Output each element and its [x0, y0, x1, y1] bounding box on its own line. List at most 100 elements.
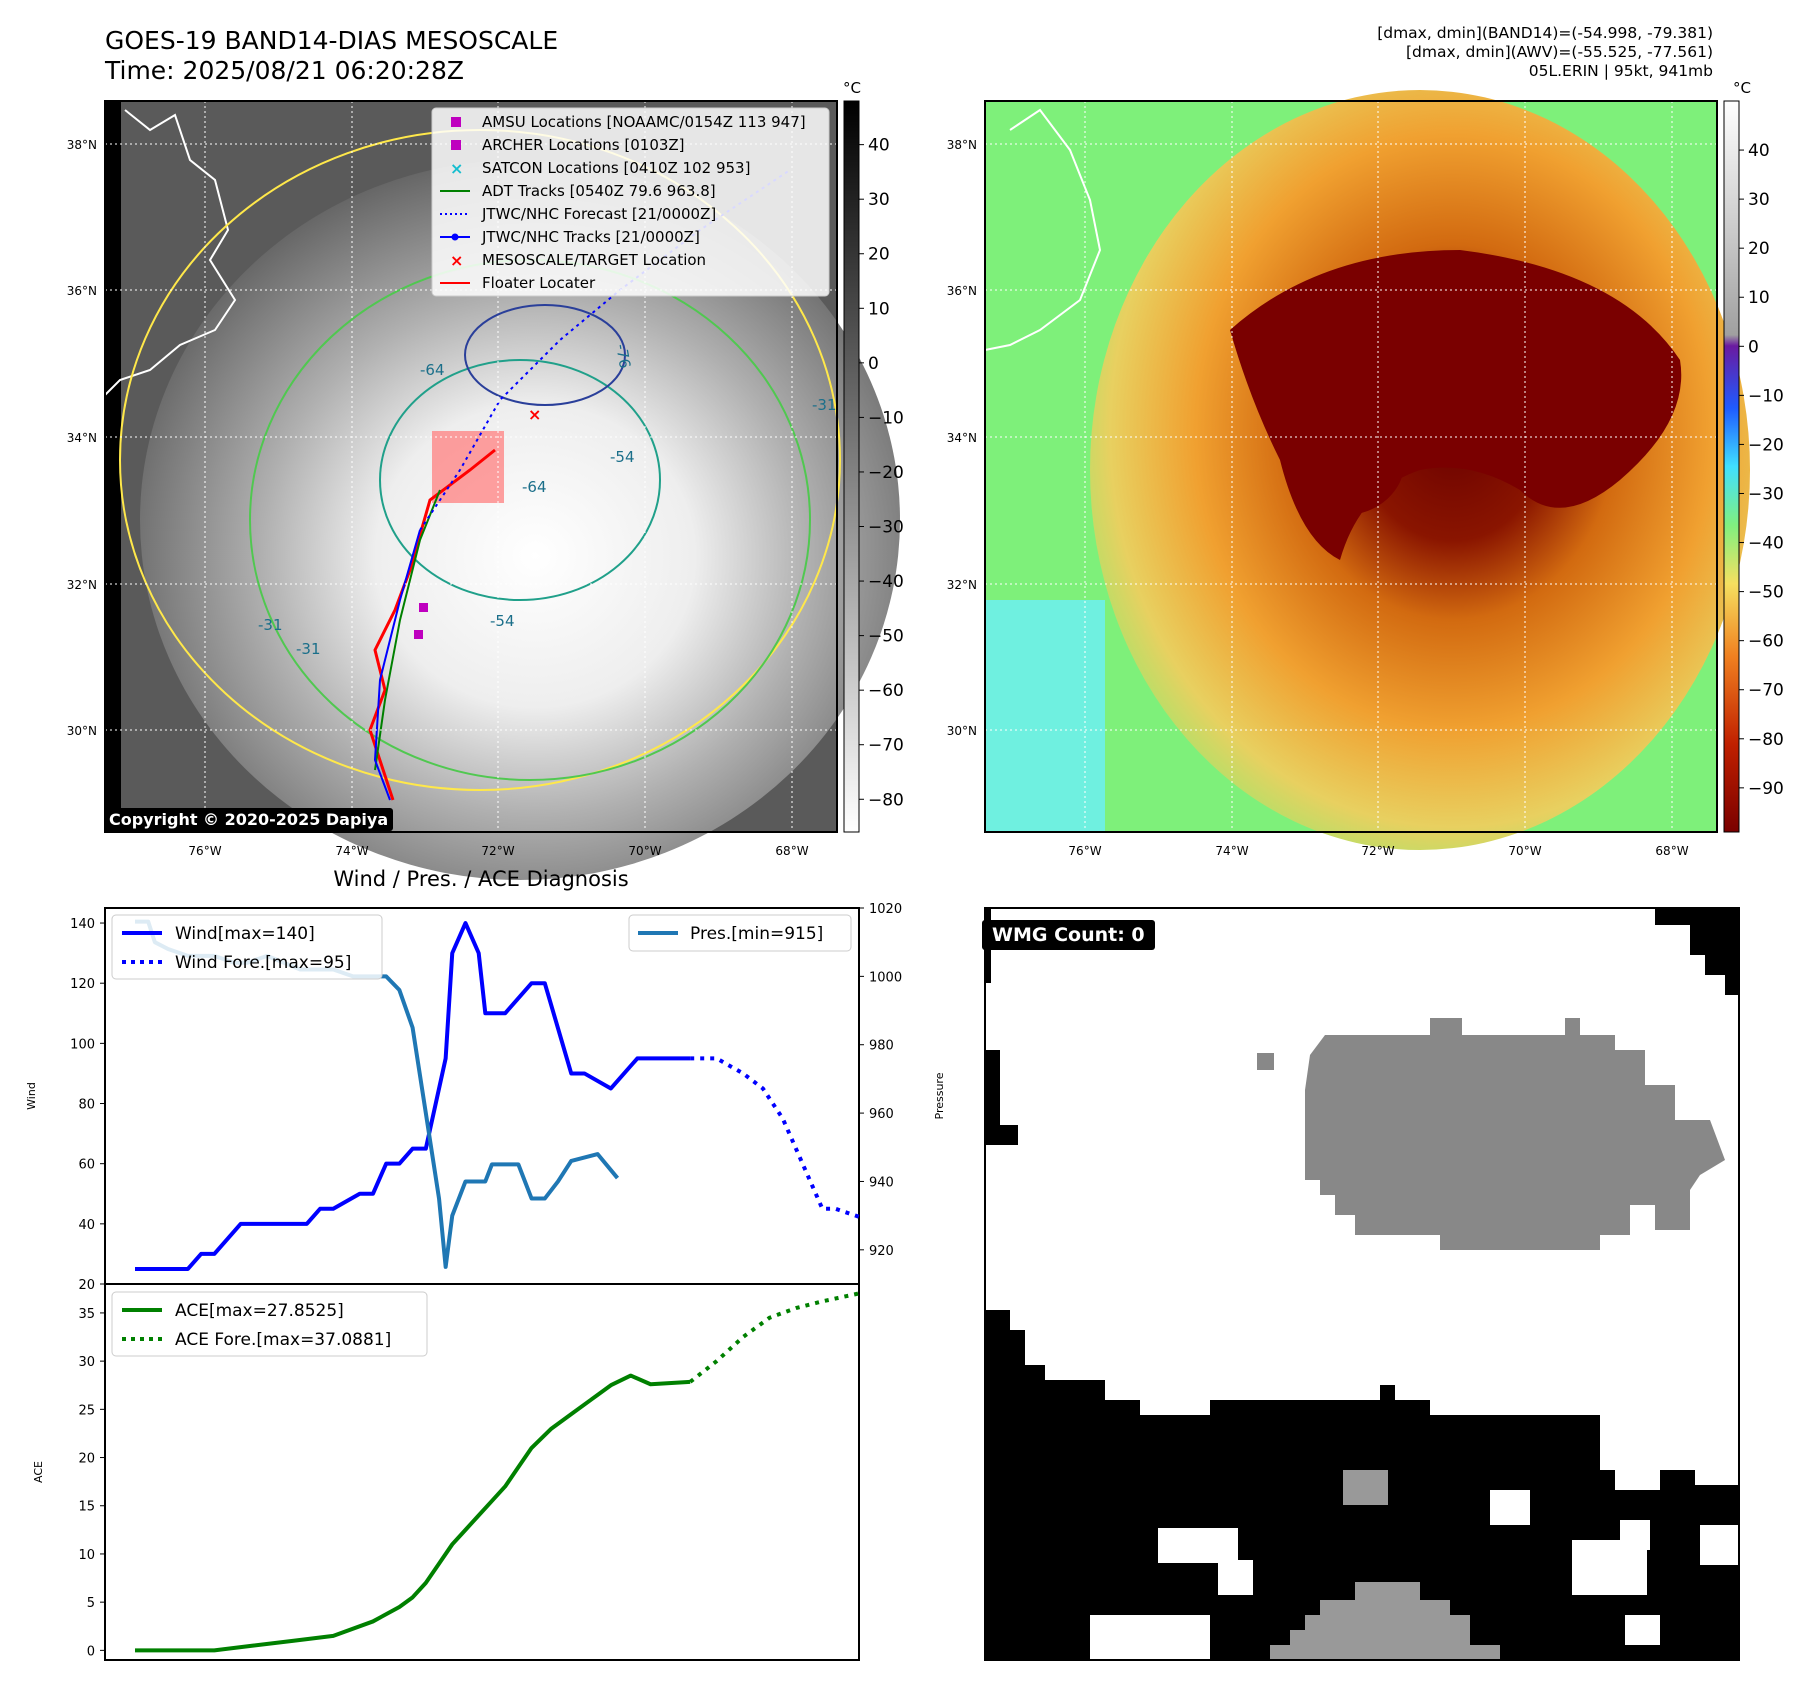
lat-label: 36°N: [947, 284, 977, 298]
contour-label: -54: [490, 612, 515, 630]
lat-label: 30°N: [947, 724, 977, 738]
lat-label: 30°N: [67, 724, 97, 738]
right-map-frame: [984, 100, 1718, 833]
legend-marker-square: [451, 140, 461, 150]
ace-series-line: [135, 1373, 691, 1653]
colorbar-tick-label: 20: [868, 245, 890, 265]
wmg-panel: [984, 907, 1740, 1661]
colorbar-tick-label: 10: [868, 299, 890, 319]
wmg-white-holes: [1090, 1490, 1739, 1660]
wmg-frame: [984, 907, 1740, 1661]
right-map-eye-region: [1285, 405, 1405, 515]
right-map-lon-labels: 76°W 74°W 72°W 70°W 68°W: [1068, 844, 1688, 858]
right-map-coastline: [984, 108, 1102, 351]
legend-label: ADT Tracks [0540Z 79.6 963.8]: [482, 182, 716, 200]
wind-legend-label: Wind[max=140]: [175, 924, 315, 944]
wind-axis-tick-label: 40: [78, 1218, 95, 1233]
lon-label: 70°W: [1508, 844, 1541, 858]
colorbar-tick-label: −20: [868, 463, 904, 483]
pressure-axis-tick-label: 960: [869, 1107, 894, 1122]
chart-title-line2: Time: 2025/08/21 06:20:28Z: [105, 56, 464, 85]
amsu-marker: [414, 630, 423, 639]
contour-label: -54: [610, 448, 635, 466]
colorbar-tick-label: −80: [868, 790, 904, 810]
colorbar-tick-label: −20: [1748, 435, 1784, 455]
legend-marker-x: ×: [450, 251, 463, 270]
lat-label: 38°N: [67, 138, 97, 152]
ace-axis-tick-label: 20: [78, 1452, 95, 1467]
wmg-gray-patch: [1343, 1470, 1388, 1505]
ace-axis-tick-label: 25: [78, 1403, 95, 1418]
pressure-axis-tick-label: 920: [869, 1244, 894, 1259]
contour-label: -64: [420, 361, 445, 379]
pressure-axis-tick-label: 1020: [869, 902, 902, 917]
colorbar-tick-label: −90: [1748, 779, 1784, 799]
jtwc-track: [373, 529, 421, 801]
pressure-legend-box: [628, 914, 852, 952]
lat-label: 32°N: [947, 578, 977, 592]
wmg-count-badge: WMG Count: 0: [982, 920, 1155, 950]
legend-marker-dot: [451, 233, 459, 241]
left-colorbar-unit: °C: [843, 79, 861, 97]
contour-teal: [379, 359, 661, 601]
lat-label: 32°N: [67, 578, 97, 592]
colorbar-tick-label: 40: [1748, 141, 1770, 161]
contour-label: -76: [612, 343, 634, 370]
wind-forecast-legend-label: Wind Fore.[max=95]: [175, 953, 351, 973]
contour-navy: [464, 304, 626, 406]
copyright-badge: Copyright © 2020-2025 Dapiya: [104, 808, 394, 831]
legend-label: JTWC/NHC Tracks [21/0000Z]: [481, 228, 700, 246]
wmg-black-topright: [1655, 908, 1739, 995]
colorbar-tick-label: 10: [1748, 288, 1770, 308]
mesoscale-target-marker: ×: [528, 405, 541, 424]
left-colorbar-bar: [843, 100, 860, 833]
legend-label: MESOSCALE/TARGET Location: [482, 251, 706, 269]
lon-label: 74°W: [335, 844, 368, 858]
archer-marker: [419, 603, 428, 612]
lat-label: 34°N: [947, 431, 977, 445]
chart-title-line1: GOES-19 BAND14-DIAS MESOSCALE: [105, 26, 559, 55]
right-map-cyan-region: [985, 600, 1105, 832]
wind-forecast-series-line: [690, 1056, 863, 1220]
colorbar-tick-label: −50: [1748, 583, 1784, 603]
ace-legend-label: ACE[max=27.8525]: [175, 1301, 344, 1321]
contour-label: -64: [522, 478, 547, 496]
legend-label: JTWC/NHC Forecast [21/0000Z]: [481, 205, 716, 223]
contour-label: -31: [296, 640, 321, 658]
colorbar-tick-label: 0: [1748, 337, 1759, 357]
colorbar-tick-label: −30: [1748, 484, 1784, 504]
wind-axis-tick-label: 20: [78, 1278, 95, 1293]
adt-track: [374, 489, 441, 771]
contour-label: -31: [258, 616, 283, 634]
colorbar-tick-label: −70: [1748, 681, 1784, 701]
wmg-gray-region: [1305, 1018, 1725, 1250]
diagnosis-title: Wind / Pres. / ACE Diagnosis: [333, 867, 628, 891]
colorbar-tick-label: −50: [868, 627, 904, 647]
wind-axis-tick-label: 120: [70, 977, 95, 992]
colorbar-tick-label: −10: [1748, 386, 1784, 406]
ace-axis-label: ACE: [32, 1461, 45, 1483]
ace-axis-tick-label: 0: [87, 1644, 95, 1659]
lon-label: 68°W: [775, 844, 808, 858]
legend-label: AMSU Locations [NOAAMC/0154Z 113 947]: [482, 113, 806, 131]
wind-legend-box: [111, 914, 383, 980]
colorbar-tick-label: 30: [1748, 190, 1770, 210]
pressure-axis-label: Pressure: [933, 1072, 946, 1119]
wind-series-line: [135, 921, 691, 1271]
wmg-gray-dot: [1257, 1053, 1274, 1070]
wmg-bottom-gray-dome: [1270, 1582, 1500, 1660]
colorbar-tick-label: −30: [868, 518, 904, 538]
left-map-nodata-strip: [105, 101, 121, 832]
right-colorbar: °C 40 30 20 10 0 −10 −20 −30 −40 −50 −60 −70 −80 −90: [1723, 79, 1784, 833]
floater-track: [368, 448, 496, 801]
right-colorbar-bar: [1723, 100, 1740, 833]
colorbar-tick-label: −40: [1748, 534, 1784, 554]
lat-label: 38°N: [947, 138, 977, 152]
wind-axis-tick-label: 60: [78, 1158, 95, 1173]
left-map-lon-labels: 76°W 74°W 72°W 70°W 68°W: [188, 844, 808, 858]
ace-chart: 0 5 10 15 20 25 30 35 ACE ACE[max=27.8525] ACE …: [32, 1283, 863, 1661]
ace-axis-tick-label: 30: [78, 1355, 95, 1370]
colorbar-tick-label: 40: [868, 136, 890, 156]
left-map-lat-labels: 38°N 36°N 34°N 32°N 30°N: [67, 138, 97, 738]
lon-label: 70°W: [628, 844, 661, 858]
